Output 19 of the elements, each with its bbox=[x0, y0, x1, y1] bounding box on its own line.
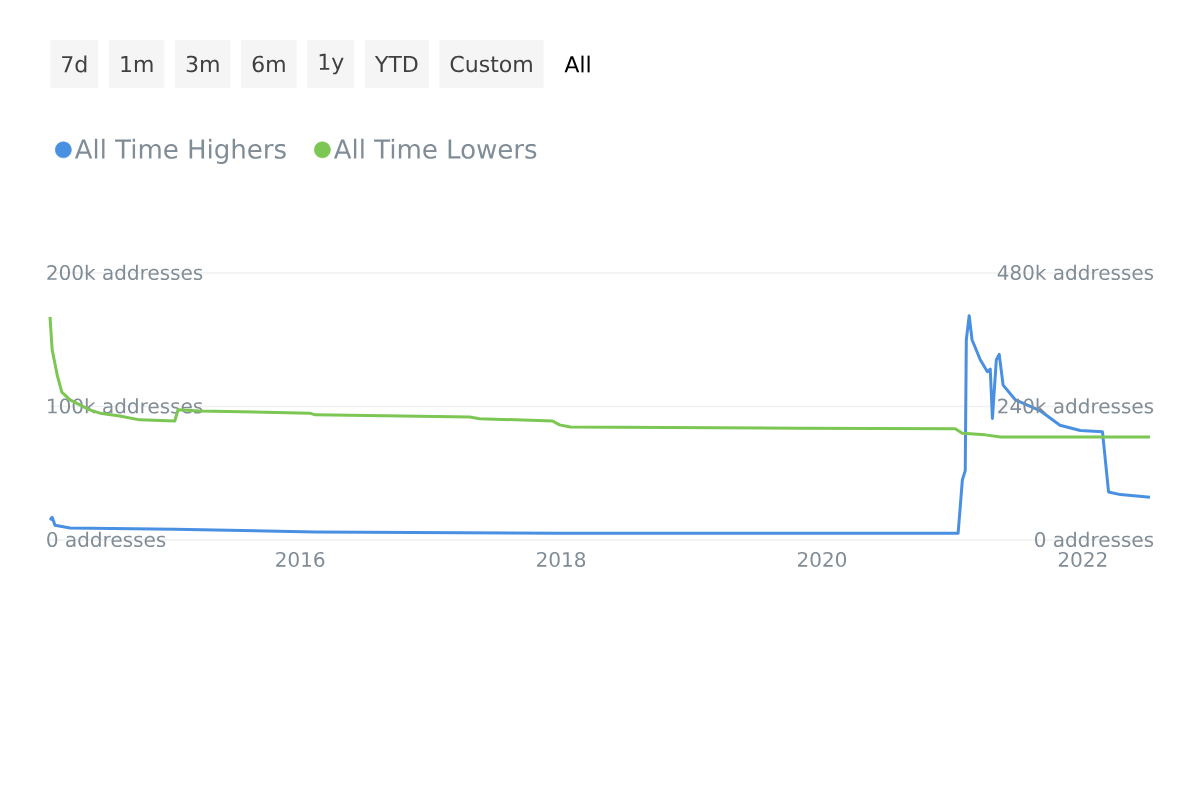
text: 1y bbox=[319, 53, 344, 75]
y2-tick-label: 480k addresses bbox=[997, 264, 1154, 281]
text: 1m bbox=[121, 55, 153, 73]
text: 3m bbox=[186, 55, 219, 73]
x-tick-label: 2018 bbox=[537, 551, 586, 568]
x-tick-label: 2016 bbox=[276, 551, 325, 568]
x-tick-label: 2022 bbox=[1058, 551, 1107, 568]
y-tick-label: 200k addresses bbox=[47, 264, 203, 281]
text: 6m bbox=[252, 55, 285, 73]
legend-label: All Time Lowers bbox=[333, 138, 537, 159]
text: YTD bbox=[374, 55, 418, 73]
y2-tick-label: 0 addresses bbox=[1035, 531, 1154, 548]
line-series bbox=[48, 315, 1152, 439]
text: 7d bbox=[62, 55, 87, 73]
text: All bbox=[564, 55, 590, 73]
x-tick-label: 2020 bbox=[797, 551, 847, 568]
text: Custom bbox=[450, 55, 532, 73]
legend-label: All Time Highers bbox=[74, 138, 286, 164]
y-tick-label: 0 addresses bbox=[47, 531, 166, 548]
